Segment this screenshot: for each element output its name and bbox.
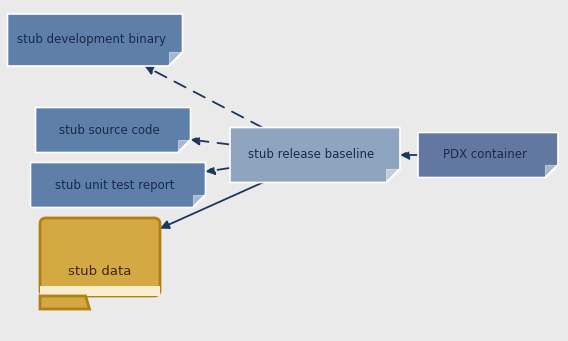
- Polygon shape: [35, 107, 190, 152]
- Text: stub release baseline: stub release baseline: [248, 148, 375, 162]
- Polygon shape: [545, 164, 558, 178]
- Polygon shape: [31, 163, 206, 208]
- Polygon shape: [7, 14, 182, 66]
- Polygon shape: [386, 168, 400, 182]
- Polygon shape: [193, 194, 206, 208]
- Text: PDX container: PDX container: [442, 148, 527, 162]
- Polygon shape: [418, 133, 558, 178]
- Polygon shape: [169, 52, 182, 66]
- Bar: [40, 286, 160, 296]
- Text: stub unit test report: stub unit test report: [55, 178, 174, 192]
- Polygon shape: [40, 296, 90, 309]
- Polygon shape: [230, 128, 400, 182]
- FancyBboxPatch shape: [40, 218, 160, 296]
- Text: stub development binary: stub development binary: [17, 33, 166, 46]
- Text: stub data: stub data: [68, 265, 132, 278]
- Polygon shape: [177, 139, 190, 152]
- Text: stub source code: stub source code: [60, 123, 160, 136]
